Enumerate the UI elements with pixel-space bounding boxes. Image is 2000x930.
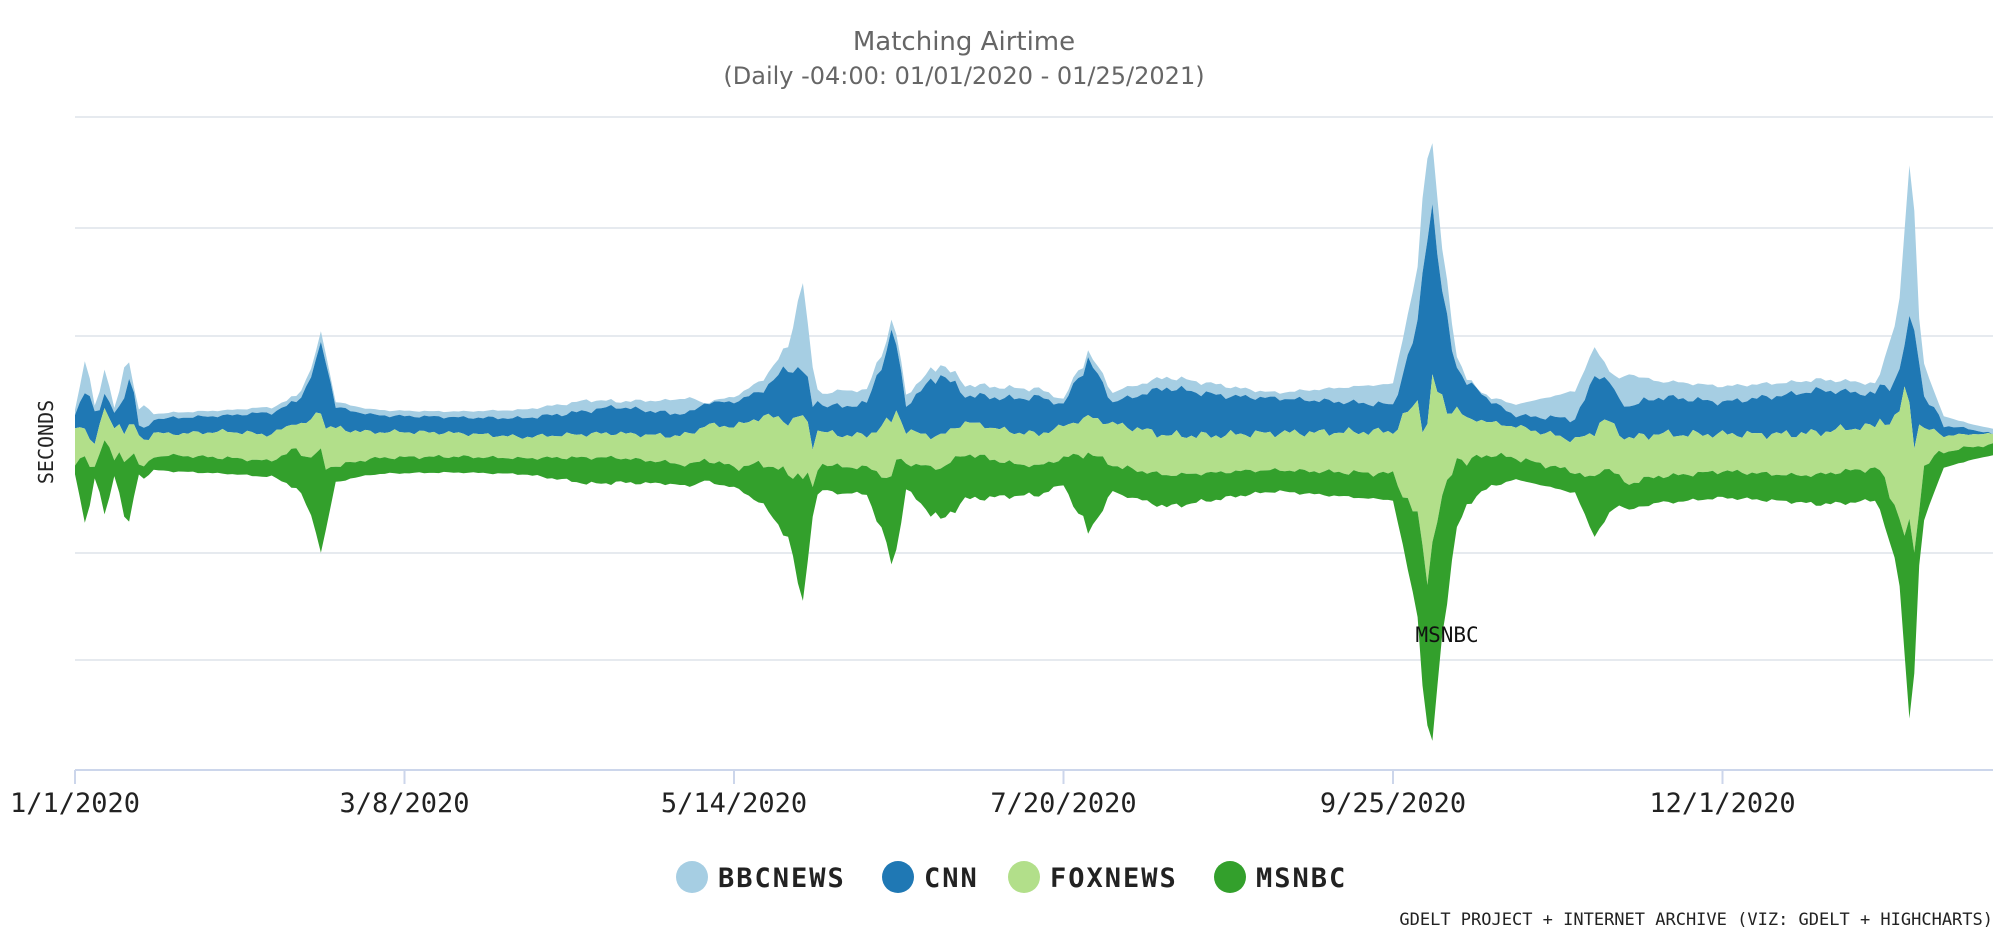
chart-subtitle: (Daily -04:00: 01/01/2020 - 01/25/2021) xyxy=(723,62,1204,90)
legend-swatch xyxy=(676,861,708,893)
x-tick-label: 7/20/2020 xyxy=(990,788,1136,819)
x-tick-label: 12/1/2020 xyxy=(1649,788,1795,819)
x-tick-label: 9/25/2020 xyxy=(1320,788,1466,819)
legend-item-bbcnews[interactable]: BBCNEWS xyxy=(676,861,846,894)
legend-item-foxnews[interactable]: FOXNEWS xyxy=(1008,861,1178,894)
x-tick-label: 3/8/2020 xyxy=(339,788,469,819)
series-area-msnbc[interactable] xyxy=(75,440,1993,741)
legend-label: FOXNEWS xyxy=(1050,863,1178,894)
series-area-cnn[interactable] xyxy=(75,204,1993,450)
credits[interactable]: GDELT PROJECT + INTERNET ARCHIVE (VIZ: G… xyxy=(1399,910,1993,930)
legend[interactable]: BBCNEWS CNN FOXNEWS MSNBC xyxy=(676,861,1347,894)
series-area-bbcnews[interactable] xyxy=(75,143,1993,435)
legend-label: CNN xyxy=(924,863,979,894)
grid-lines xyxy=(75,116,1993,661)
y-axis-label: SECONDS xyxy=(34,400,58,484)
legend-swatch xyxy=(882,861,914,893)
series-area-foxnews[interactable] xyxy=(75,374,1993,585)
legend-label: BBCNEWS xyxy=(718,863,846,894)
x-tick-label: 5/14/2020 xyxy=(661,788,807,819)
legend-item-msnbc[interactable]: MSNBC xyxy=(1214,861,1347,894)
legend-label: MSNBC xyxy=(1256,863,1347,894)
legend-swatch xyxy=(1008,861,1040,893)
legend-swatch xyxy=(1214,861,1246,893)
legend-item-cnn[interactable]: CNN xyxy=(882,861,979,894)
x-tick-label: 1/1/2020 xyxy=(10,788,140,819)
x-axis-ticks: 1/1/2020 3/8/2020 5/14/2020 7/20/2020 9/25/2… xyxy=(10,770,1796,819)
peak-annotation: MSNBC xyxy=(1415,623,1478,647)
chart-title: Matching Airtime xyxy=(853,27,1075,57)
stream-areas xyxy=(75,143,1993,741)
